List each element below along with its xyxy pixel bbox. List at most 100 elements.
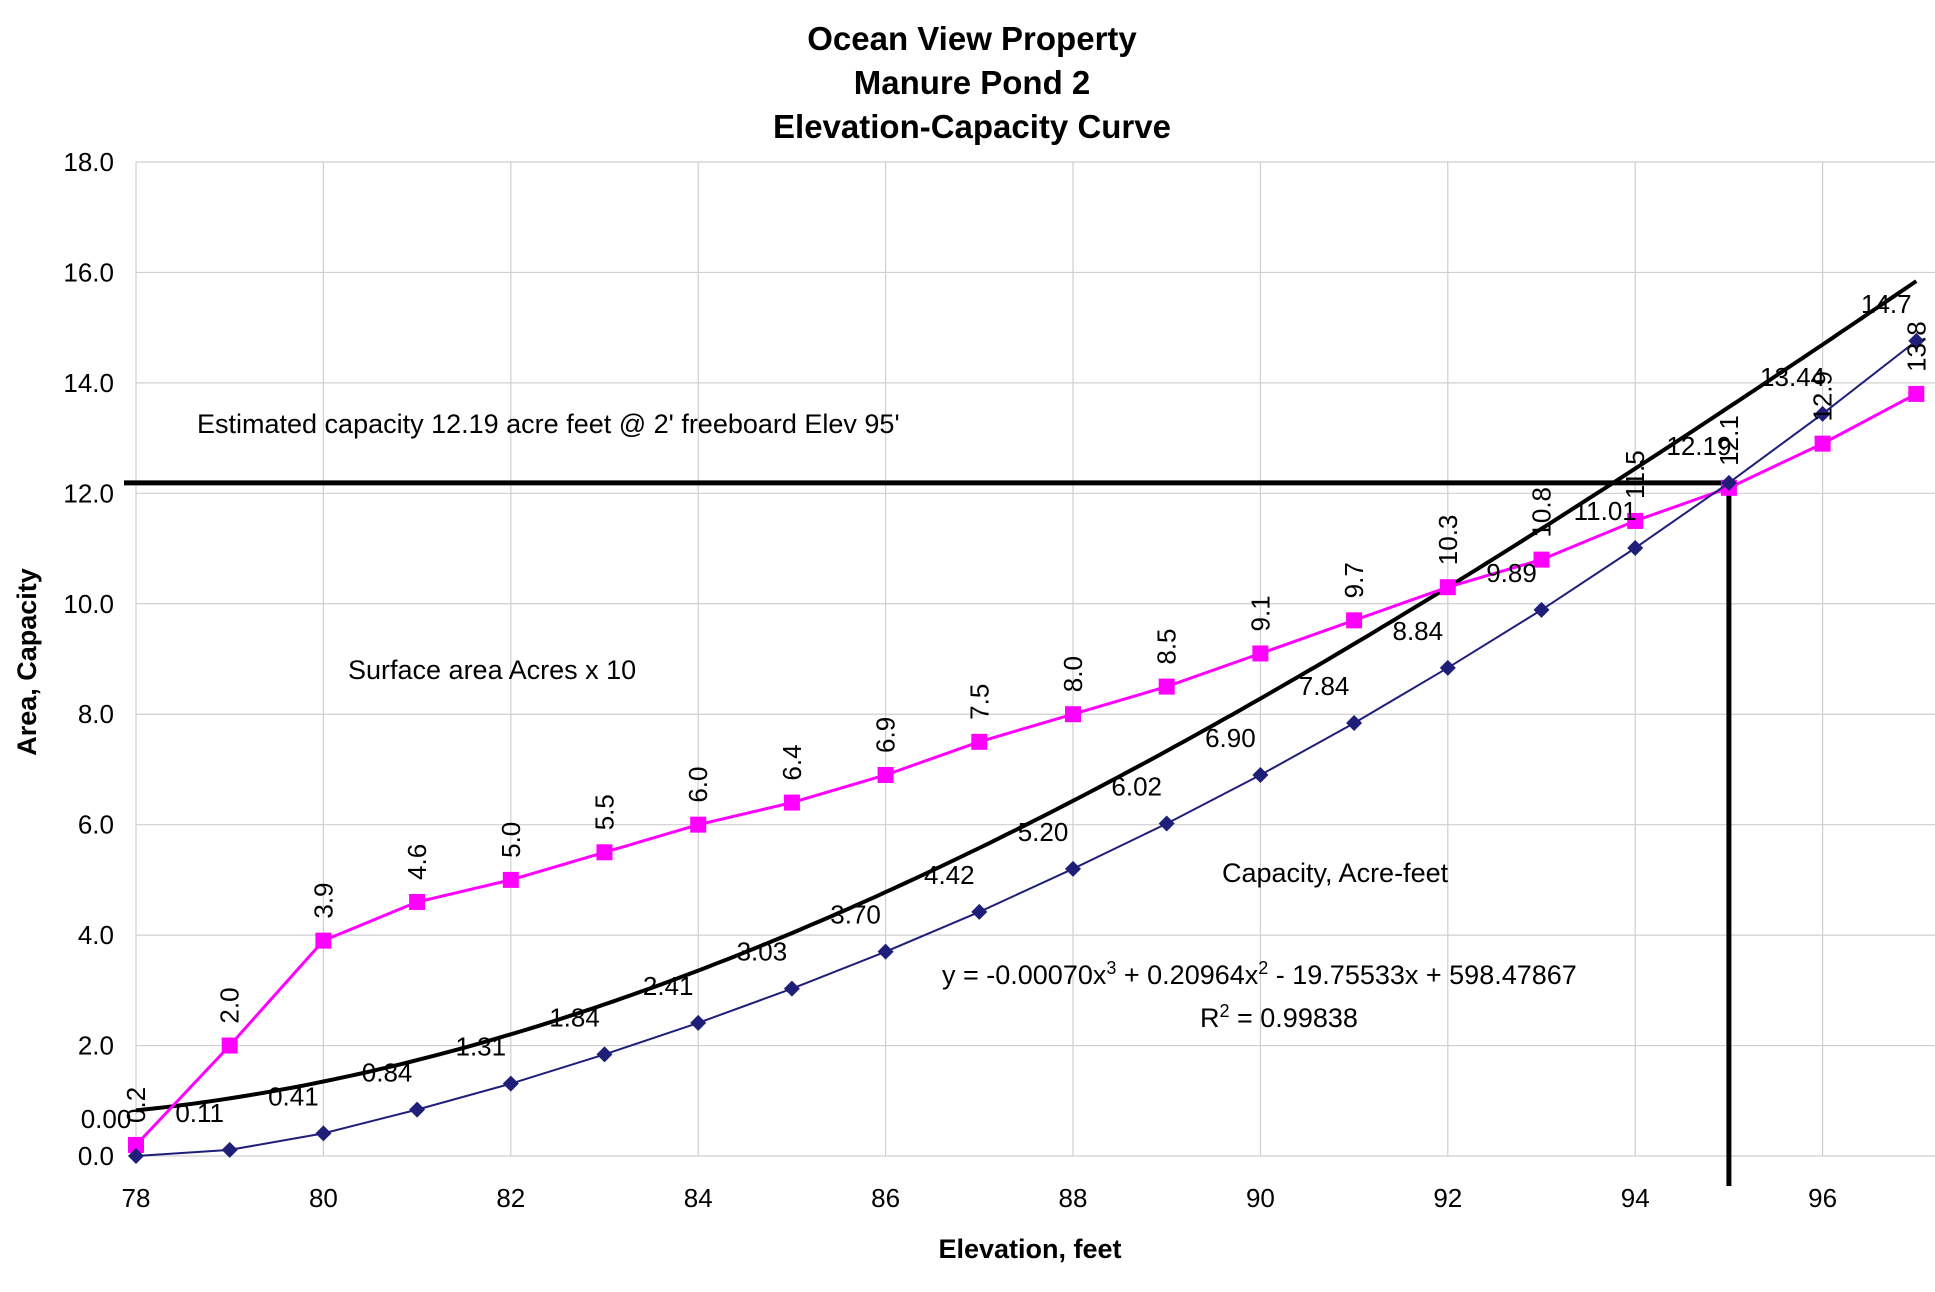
y-tick-label: 12.0 [63,478,114,508]
y-tick-label: 6.0 [78,810,114,840]
title-line-1: Ocean View Property [807,20,1137,57]
capacity-data-label: 0.00 [81,1104,132,1134]
area-data-label: 12.9 [1808,371,1838,422]
area-marker [221,1037,238,1054]
title-line-3: Elevation-Capacity Curve [773,108,1171,145]
capacity-marker [1627,540,1644,557]
capacity-data-label: 6.90 [1205,723,1256,753]
area-marker [1533,551,1550,568]
area-data-label: 9.7 [1339,562,1369,598]
capacity-data-label: 1.84 [549,1002,600,1032]
y-axis-label: Area, Capacity [12,568,42,756]
capacity-data-label: 0.84 [362,1058,413,1088]
area-data-label: 7.5 [964,684,994,720]
x-axis-label: Elevation, feet [938,1234,1121,1264]
y-tick-label: 4.0 [78,920,114,950]
area-data-label: 0.2 [121,1087,151,1123]
capacity-data-label: 11.01 [1574,496,1637,526]
capacity-marker [409,1101,426,1118]
capacity-data-label: 7.84 [1299,671,1350,701]
area-data-label: 5.5 [590,794,620,830]
capacity-marker [877,943,894,960]
y-tick-label: 10.0 [63,589,114,619]
estimated-capacity-note: Estimated capacity 12.19 acre feet @ 2' … [197,409,900,439]
area-data-label: 6.0 [683,767,713,803]
capacity-data-label: 0.11 [175,1098,224,1128]
x-tick-label: 94 [1621,1183,1650,1213]
area-data-label: 13.8 [1901,321,1931,372]
capacity-marker [1814,405,1831,422]
area-data-label: 8.5 [1152,628,1182,664]
capacity-data-label: 1.31 [455,1032,506,1062]
area-marker [315,932,332,949]
capacity-marker [128,1148,144,1164]
trendline-path [135,279,1918,1113]
y-tick-label: 16.0 [63,257,114,287]
capacity-data-label: 8.84 [1392,616,1443,646]
area-marker [502,871,519,888]
trendline-equation: y = -0.00070x3 + 0.20964x2 - 19.75533x +… [942,958,1577,990]
y-axis-ticks: 0.0 2.0 4.0 6.0 8.0 10.0 12.0 14.0 16.0 18.0 [63,147,114,1171]
grid-lines [135,161,1935,1157]
area-data-label: 5.0 [496,822,526,858]
capacity-marker [971,903,988,920]
capacity-data-label: 3.03 [737,937,788,967]
series-surface-area [128,385,1925,1153]
area-data-label: 6.9 [871,717,901,753]
y-tick-label: 0.0 [78,1141,114,1171]
capacity-marker [690,1014,707,1031]
x-tick-label: 84 [684,1183,713,1213]
eq-sup-2: 2 [1258,958,1268,978]
area-marker [1814,435,1831,452]
area-marker [1346,612,1363,629]
capacity-marker [783,980,800,997]
area-data-label: 9.1 [1245,595,1275,631]
trendline-r-squared: R2 = 0.99838 [1200,1001,1358,1033]
capacity-data-label: 4.42 [924,860,975,890]
area-marker [1158,678,1175,695]
eq-sup-1: 3 [1106,958,1116,978]
area-data-label: 6.4 [777,744,807,780]
series-capacity [128,332,1925,1164]
y-tick-label: 18.0 [63,147,114,177]
capacity-data-label: 5.20 [1018,817,1069,847]
x-tick-label: 90 [1246,1183,1275,1213]
freeboard-reference-lines [124,480,1732,1186]
y-tick-label: 14.0 [63,368,114,398]
capacity-data-label: 3.70 [830,900,881,930]
capacity-data-label: 0.41 [268,1081,319,1111]
title-line-2: Manure Pond 2 [854,64,1091,101]
area-data-label: 2.0 [215,987,245,1023]
series-line [134,392,1918,1147]
r2-part-1: R [1200,1003,1220,1033]
area-data-label: 10.3 [1433,515,1463,566]
series-line [135,340,1917,1157]
area-data-label: 3.9 [308,882,338,918]
capacity-marker [1346,715,1363,732]
area-data-label: 11.5 [1620,450,1650,499]
x-tick-label: 82 [496,1183,525,1213]
capacity-data-label: 6.02 [1111,772,1162,802]
eq-part-3: - 19.75533x + 598.47867 [1268,960,1577,990]
area-marker [1908,385,1925,402]
r2-part-2: = 0.99838 [1230,1003,1358,1033]
area-marker [1065,706,1081,723]
area-marker [409,893,426,910]
capacity-data-label: 2.41 [643,971,694,1001]
x-tick-label: 88 [1059,1183,1088,1213]
area-marker [128,1136,144,1153]
eq-part-1: y = -0.00070x [942,960,1107,990]
capacity-data-label: 12.19 [1666,431,1731,461]
polynomial-trendline [135,279,1918,1113]
area-data-label: 4.6 [402,844,432,880]
area-marker [596,844,613,861]
x-tick-label: 80 [309,1183,338,1213]
area-marker [877,766,894,783]
capacity-marker [502,1075,519,1092]
area-data-label: 10.8 [1527,487,1557,538]
capacity-data-labels: 0.00 0.11 0.41 0.84 1.31 1.84 2.41 3.03 3.70 4.42… [81,289,1912,1134]
capacity-marker [1439,659,1456,676]
area-marker [1252,645,1269,662]
x-axis-ticks: 78 80 82 84 86 88 90 92 94 96 [122,1183,1838,1213]
